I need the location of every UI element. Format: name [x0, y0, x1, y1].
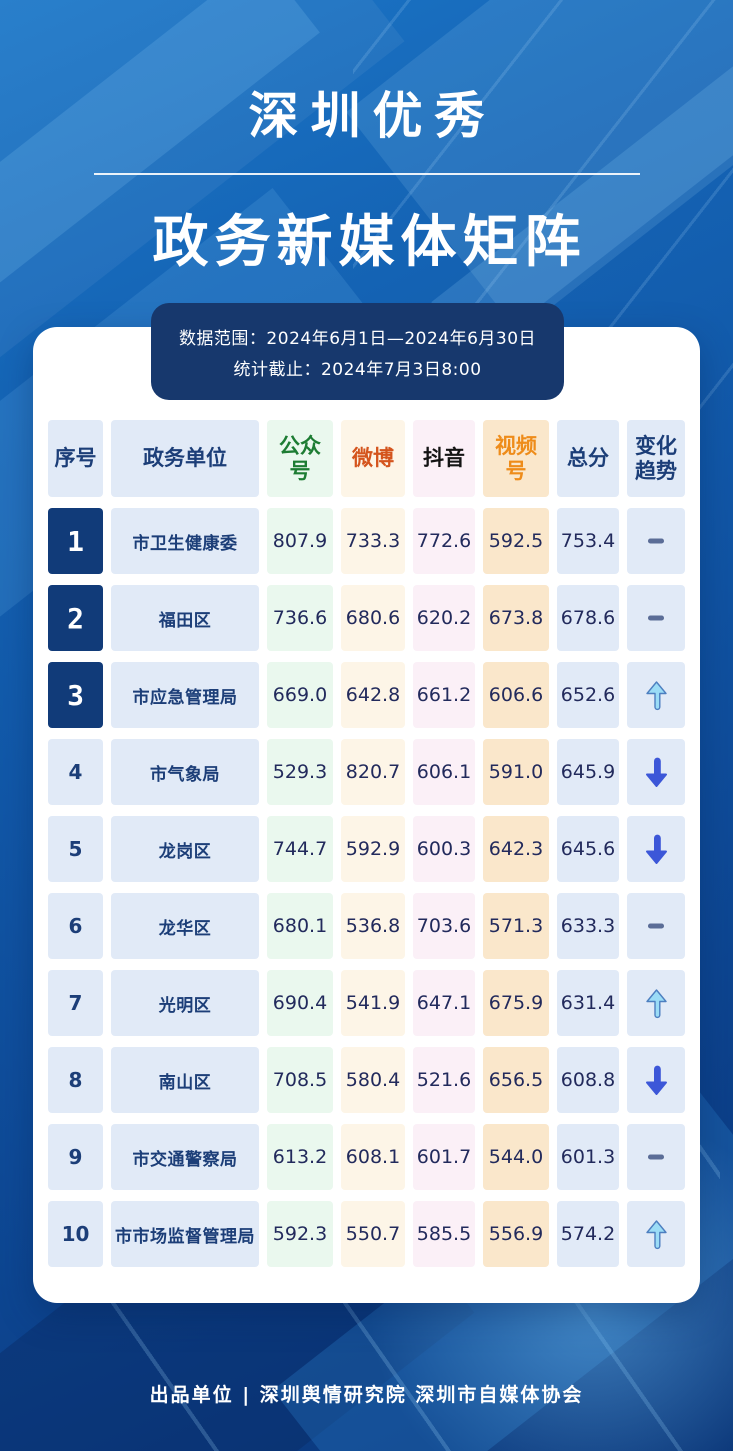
data-range-text: 数据范围：2024年6月1日—2024年6月30日: [178, 328, 537, 349]
ranking-table: 序号 政务单位 公众号 微博 抖音 视频号 总分 变化趋势 1 市卫生健康委 8…: [48, 420, 685, 1267]
wechat-score: 613.2: [267, 1124, 333, 1190]
douyin-score: 601.7: [413, 1124, 475, 1190]
total-score: 753.4: [557, 508, 619, 574]
douyin-score: 585.5: [413, 1201, 475, 1267]
shipinhao-score: 642.3: [483, 816, 549, 882]
page-title-line2: 政务新媒体矩阵: [152, 210, 587, 275]
weibo-score: 541.9: [341, 970, 405, 1036]
douyin-score: 620.2: [413, 585, 475, 651]
wechat-score: 736.6: [267, 585, 333, 651]
unit-name: 市市场监督管理局: [111, 1201, 259, 1267]
shipinhao-score: 606.6: [483, 662, 549, 728]
total-score: 652.6: [557, 662, 619, 728]
weibo-score: 536.8: [341, 893, 405, 959]
wechat-score: 708.5: [267, 1047, 333, 1113]
rank-number: 5: [48, 816, 103, 882]
unit-name: 龙华区: [111, 893, 259, 959]
total-score: 645.9: [557, 739, 619, 805]
col-header-shipinhao: 视频号: [483, 420, 549, 497]
total-score: 601.3: [557, 1124, 619, 1190]
trend-icon: [627, 739, 685, 805]
rank-number: 10: [48, 1201, 103, 1267]
shipinhao-score: 673.8: [483, 585, 549, 651]
rank-badge: 1: [48, 508, 103, 574]
unit-name: 福田区: [111, 585, 259, 651]
rank-number: 8: [48, 1047, 103, 1113]
title-divider: [93, 173, 640, 175]
rank-number: 9: [48, 1124, 103, 1190]
col-header-unit: 政务单位: [111, 420, 259, 497]
unit-name: 南山区: [111, 1047, 259, 1113]
rank-badge: 3: [48, 662, 103, 728]
trend-icon: [627, 662, 685, 728]
trend-icon: [627, 508, 685, 574]
total-score: 574.2: [557, 1201, 619, 1267]
wechat-score: 669.0: [267, 662, 333, 728]
wechat-score: 680.1: [267, 893, 333, 959]
trend-icon: [627, 1047, 685, 1113]
total-score: 631.4: [557, 970, 619, 1036]
unit-name: 市交通警察局: [111, 1124, 259, 1190]
trend-icon: [627, 893, 685, 959]
col-header-trend: 变化趋势: [627, 420, 685, 497]
weibo-score: 820.7: [341, 739, 405, 805]
total-score: 633.3: [557, 893, 619, 959]
shipinhao-score: 591.0: [483, 739, 549, 805]
douyin-score: 600.3: [413, 816, 475, 882]
weibo-score: 580.4: [341, 1047, 405, 1113]
trend-icon: [627, 816, 685, 882]
douyin-score: 647.1: [413, 970, 475, 1036]
rank-badge: 2: [48, 585, 103, 651]
unit-name: 光明区: [111, 970, 259, 1036]
douyin-score: 606.1: [413, 739, 475, 805]
unit-name: 龙岗区: [111, 816, 259, 882]
col-header-douyin: 抖音: [413, 420, 475, 497]
douyin-score: 661.2: [413, 662, 475, 728]
unit-name: 市卫生健康委: [111, 508, 259, 574]
rank-number: 4: [48, 739, 103, 805]
trend-icon: [627, 1124, 685, 1190]
trend-icon: [627, 1201, 685, 1267]
unit-name: 市气象局: [111, 739, 259, 805]
shipinhao-score: 556.9: [483, 1201, 549, 1267]
col-header-wechat: 公众号: [267, 420, 333, 497]
col-header-rank: 序号: [48, 420, 103, 497]
rank-number: 7: [48, 970, 103, 1036]
weibo-score: 680.6: [341, 585, 405, 651]
footer-credit: 出品单位 | 深圳舆情研究院 深圳市自媒体协会: [149, 1384, 584, 1406]
shipinhao-score: 571.3: [483, 893, 549, 959]
stats-deadline-text: 统计截止：2024年7月3日8:00: [233, 359, 482, 380]
wechat-score: 529.3: [267, 739, 333, 805]
shipinhao-score: 544.0: [483, 1124, 549, 1190]
weibo-score: 550.7: [341, 1201, 405, 1267]
page-title-line1: 深圳优秀: [248, 87, 497, 145]
weibo-score: 592.9: [341, 816, 405, 882]
trend-icon: [627, 585, 685, 651]
wechat-score: 744.7: [267, 816, 333, 882]
col-header-total: 总分: [557, 420, 619, 497]
total-score: 645.6: [557, 816, 619, 882]
shipinhao-score: 675.9: [483, 970, 549, 1036]
rank-number: 6: [48, 893, 103, 959]
douyin-score: 703.6: [413, 893, 475, 959]
total-score: 608.8: [557, 1047, 619, 1113]
wechat-score: 592.3: [267, 1201, 333, 1267]
shipinhao-score: 656.5: [483, 1047, 549, 1113]
weibo-score: 608.1: [341, 1124, 405, 1190]
weibo-score: 733.3: [341, 508, 405, 574]
trend-icon: [627, 970, 685, 1036]
wechat-score: 807.9: [267, 508, 333, 574]
title-block: 深圳优秀 政务新媒体矩阵: [0, 76, 733, 278]
data-range-box: 数据范围：2024年6月1日—2024年6月30日 统计截止：2024年7月3日…: [151, 303, 564, 400]
total-score: 678.6: [557, 585, 619, 651]
wechat-score: 690.4: [267, 970, 333, 1036]
unit-name: 市应急管理局: [111, 662, 259, 728]
shipinhao-score: 592.5: [483, 508, 549, 574]
douyin-score: 772.6: [413, 508, 475, 574]
weibo-score: 642.8: [341, 662, 405, 728]
col-header-weibo: 微博: [341, 420, 405, 497]
douyin-score: 521.6: [413, 1047, 475, 1113]
